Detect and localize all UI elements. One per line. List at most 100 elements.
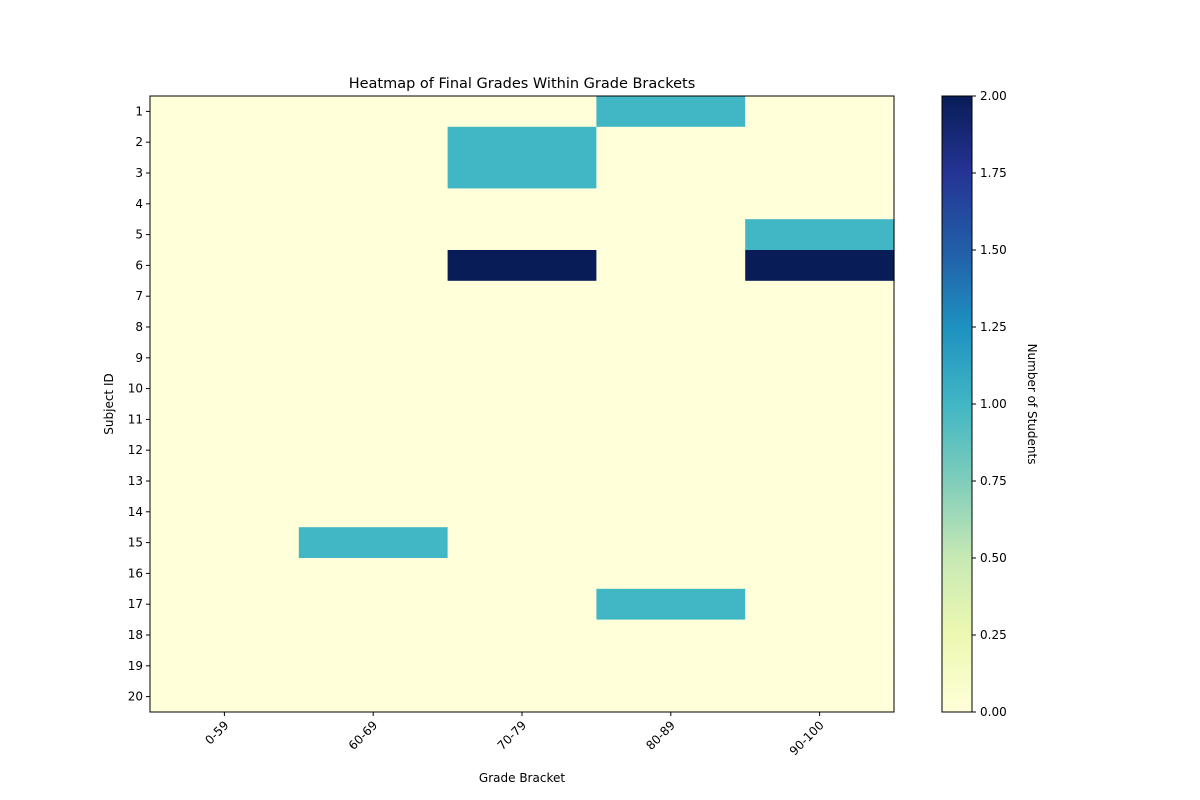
colorbar-tick-label: 0.75 [980, 474, 1007, 488]
y-tick-label: 5 [135, 228, 143, 242]
y-tick-label: 10 [128, 382, 143, 396]
y-axis-label: Subject ID [102, 373, 116, 434]
heatmap-cell [298, 280, 449, 313]
x-tick-label: 80-89 [643, 718, 678, 753]
heatmap-cell [298, 219, 449, 251]
heatmap-cell [745, 280, 895, 313]
heatmap-cell [150, 496, 300, 528]
y-tick-label: 18 [128, 628, 143, 642]
heatmap-cell [150, 404, 300, 436]
y-tick-label: 9 [135, 351, 143, 365]
heatmap-cell [596, 404, 746, 436]
heatmap-cell [298, 126, 449, 159]
heatmap-cell [745, 404, 895, 436]
heatmap-cell [596, 650, 746, 682]
heatmap-cell [150, 373, 300, 405]
heatmap-cell [298, 588, 449, 621]
heatmap-cell [447, 496, 597, 528]
chart-title: Heatmap of Final Grades Within Grade Bra… [349, 76, 696, 92]
heatmap-cell [745, 558, 895, 590]
heatmap-cell [745, 496, 895, 528]
colorbar-label: Number of Students [1025, 344, 1039, 465]
heatmap-cell [745, 527, 895, 559]
heatmap-cell [596, 250, 746, 282]
heatmap-cell [447, 126, 597, 159]
colorbar [941, 95, 973, 713]
heatmap-cell [745, 157, 895, 189]
colorbar-tick-label: 1.75 [980, 166, 1007, 180]
heatmap-cell [150, 619, 300, 651]
y-tick-label: 14 [128, 505, 143, 519]
heatmap-cell [745, 250, 895, 282]
heatmap-cell [745, 373, 895, 405]
heatmap-cell [150, 250, 300, 282]
heatmap-cell [150, 434, 300, 467]
heatmap-cell [596, 373, 746, 405]
colorbar-tick-label: 2.00 [980, 89, 1007, 103]
heatmap-cell [150, 527, 300, 559]
y-tick-label: 17 [128, 597, 143, 611]
heatmap-cell [447, 188, 597, 220]
heatmap-cell [150, 219, 300, 251]
heatmap-cell [150, 126, 300, 159]
y-tick-label: 11 [128, 412, 143, 426]
heatmap-cell [447, 619, 597, 651]
heatmap-cells [150, 96, 895, 713]
heatmap-cell [150, 588, 300, 621]
y-tick-label: 6 [135, 258, 143, 272]
colorbar-tick-label: 1.00 [980, 397, 1007, 411]
heatmap-cell [298, 681, 449, 713]
y-tick-label: 16 [128, 566, 143, 580]
heatmap-cell [298, 650, 449, 682]
heatmap-cell [447, 250, 597, 282]
heatmap-cell [596, 434, 746, 467]
heatmap-cell [596, 496, 746, 528]
heatmap-cell [298, 465, 449, 497]
heatmap-cell [447, 434, 597, 467]
colorbar-tick-label: 0.50 [980, 551, 1007, 565]
y-tick-label: 20 [128, 690, 143, 704]
heatmap-cell [745, 588, 895, 621]
heatmap-cell [447, 650, 597, 682]
heatmap-cell [745, 188, 895, 220]
heatmap-cell [596, 280, 746, 313]
heatmap-cell [150, 157, 300, 189]
heatmap-cell [150, 188, 300, 220]
heatmap-cell [447, 558, 597, 590]
colorbar-tick-label: 1.25 [980, 320, 1007, 334]
heatmap-cell [596, 311, 746, 343]
heatmap-cell [150, 650, 300, 682]
heatmap-cell [447, 311, 597, 343]
heatmap-cell [745, 219, 895, 251]
heatmap-cell [298, 434, 449, 467]
heatmap-cell [298, 342, 449, 374]
heatmap-cell [150, 681, 300, 713]
y-tick-label: 8 [135, 320, 143, 334]
heatmap-cell [745, 342, 895, 374]
heatmap-cell [596, 527, 746, 559]
heatmap-cell [298, 527, 449, 559]
y-tick-label: 12 [128, 443, 143, 457]
heatmap-cell [745, 465, 895, 497]
y-tick-label: 4 [135, 197, 143, 211]
colorbar-tick-label: 0.25 [980, 628, 1007, 642]
heatmap-cell [298, 373, 449, 405]
heatmap-cell [745, 650, 895, 682]
heatmap-cell [447, 219, 597, 251]
heatmap-cell [150, 280, 300, 313]
heatmap-cell [298, 404, 449, 436]
heatmap-cell [596, 188, 746, 220]
heatmap-cell [596, 219, 746, 251]
y-tick-label: 13 [128, 474, 143, 488]
heatmap-cell [447, 465, 597, 497]
y-tick-label: 19 [128, 659, 143, 673]
heatmap-cell [447, 681, 597, 713]
heatmap-cell [298, 558, 449, 590]
heatmap-cell [447, 588, 597, 621]
x-tick-label: 90-100 [787, 718, 827, 758]
y-tick-label: 2 [135, 135, 143, 149]
heatmap-cell [298, 496, 449, 528]
